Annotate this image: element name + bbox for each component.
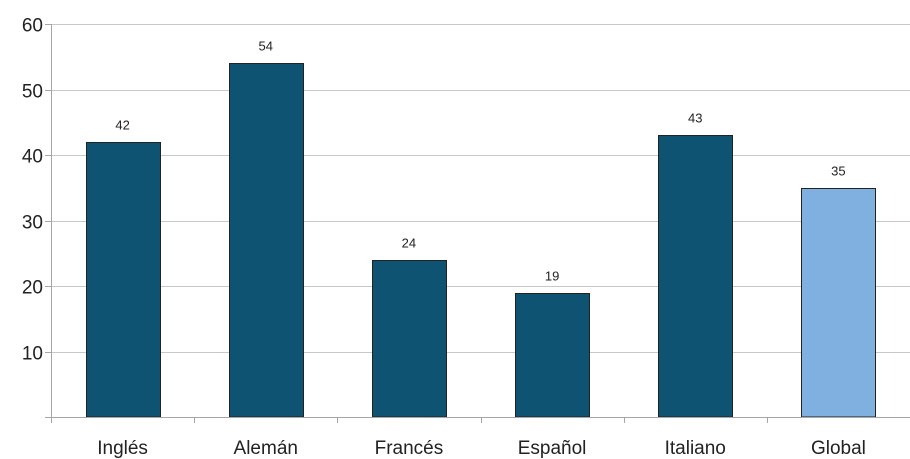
bar-5 xyxy=(658,135,733,418)
y-tick-label-40: 40 xyxy=(22,147,43,168)
axes xyxy=(45,24,910,423)
data-label-1: 42 xyxy=(115,118,129,133)
y-tick-label-10: 10 xyxy=(22,344,43,365)
x-tick-label-4: Español xyxy=(518,438,587,459)
data-label-2: 54 xyxy=(259,39,273,54)
bar-6 xyxy=(801,188,876,418)
gridlines xyxy=(51,24,910,353)
x-tick-label-5: Italiano xyxy=(665,438,726,459)
bars xyxy=(86,63,876,418)
x-tick-label-1: Inglés xyxy=(97,438,148,459)
y-tick-label-50: 50 xyxy=(22,82,43,103)
x-tick-label-2: Alemán xyxy=(234,438,298,459)
bar-2 xyxy=(229,63,304,418)
data-label-3: 24 xyxy=(402,236,416,251)
bar-3 xyxy=(372,260,447,418)
y-tick-label-30: 30 xyxy=(22,213,43,234)
bar-1 xyxy=(86,142,161,418)
labels: 10 20 30 40 50 60 42 Inglés 54 Alemán 24 Francés 19 E… xyxy=(22,16,866,459)
x-tick-label-3: Francés xyxy=(375,438,444,459)
x-tick-label-6: Global xyxy=(811,438,866,459)
y-tick-label-20: 20 xyxy=(22,278,43,299)
y-tick-label-60: 60 xyxy=(22,16,43,37)
data-label-5: 43 xyxy=(688,111,702,126)
data-label-6: 35 xyxy=(831,164,845,179)
bar-4 xyxy=(515,293,590,418)
data-label-4: 19 xyxy=(545,269,559,284)
